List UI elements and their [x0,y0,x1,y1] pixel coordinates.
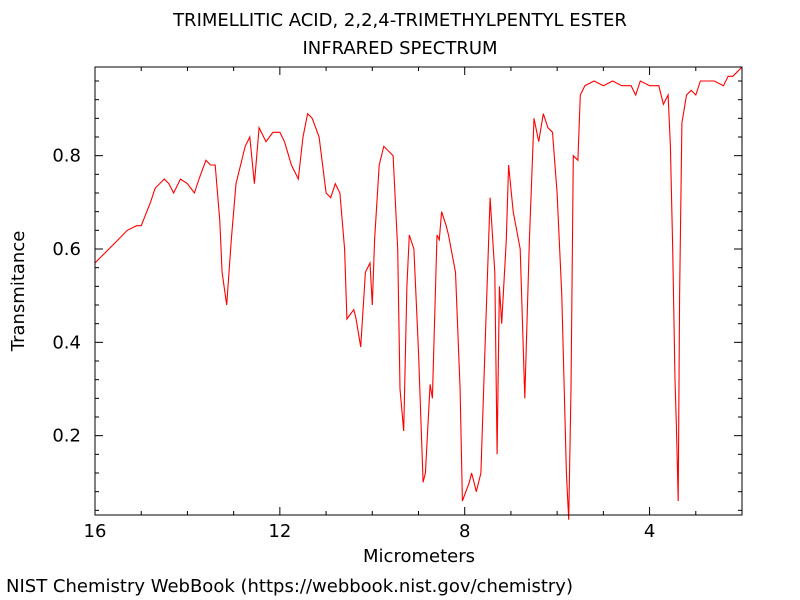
x-tick-label: 8 [459,521,470,542]
major-ticks [94,67,742,515]
y-tick-label: 0.4 [52,332,81,353]
y-tick-label: 0.8 [52,146,81,167]
y-tick-label: 0.2 [52,426,81,447]
x-tick-label: 12 [268,521,291,542]
x-tick-label: 16 [84,521,107,542]
y-tick-label: 0.6 [52,239,81,260]
plot-frame [94,66,743,516]
tick-labels: 16 12 8 4 0.2 0.4 0.6 0.8 [52,146,655,542]
y-axis-label: Transmitance [8,231,29,353]
x-tick-label: 4 [644,521,655,542]
chart-title: TRIMELLITIC ACID, 2,2,4-TRIMETHYLPENTYL … [173,10,627,31]
minor-ticks [95,67,742,515]
x-axis-label: Micrometers [363,546,475,567]
chart-subtitle: INFRARED SPECTRUM [302,38,498,59]
transmittance-line [94,66,743,520]
source-footer: NIST Chemistry WebBook (https://webbook.… [6,576,573,597]
